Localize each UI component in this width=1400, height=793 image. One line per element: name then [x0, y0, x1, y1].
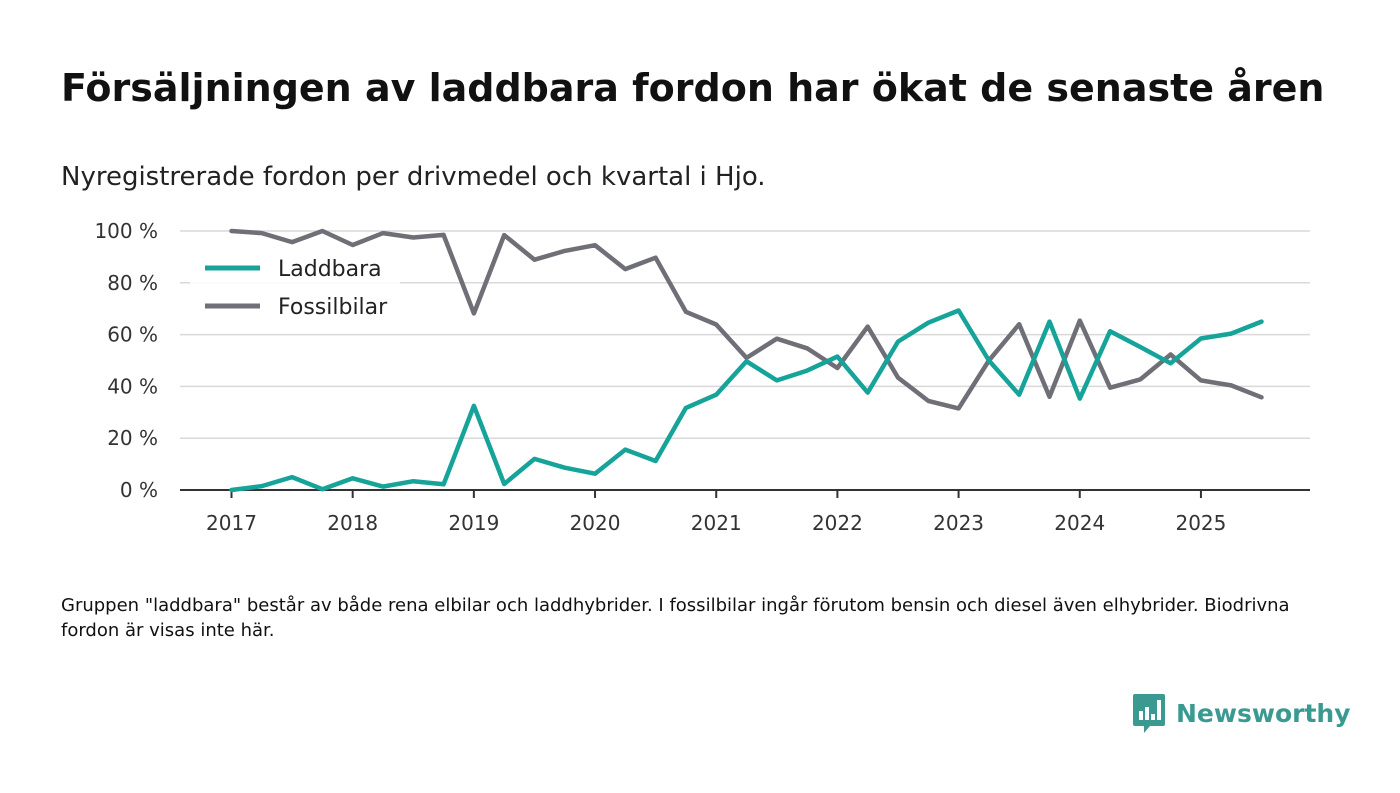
newsworthy-logo-icon — [1133, 694, 1165, 733]
x-tick-label: 2022 — [812, 511, 863, 535]
y-tick-label: 0 % — [120, 478, 158, 502]
footnote: Gruppen "laddbara" består av både rena e… — [61, 595, 1290, 641]
x-axis: 2017 2018 2019 2020 2021 2022 2023 2024 2025 — [180, 489, 1310, 535]
y-tick-label: 40 % — [107, 374, 158, 398]
legend: Laddbara Fossilbilar — [190, 250, 400, 328]
chart-title: Försäljningen av laddbara fordon har öka… — [61, 66, 1325, 110]
y-tick-label: 20 % — [107, 426, 158, 450]
x-tick-label: 2023 — [933, 511, 984, 535]
brand-name: Newsworthy — [1176, 698, 1351, 728]
x-tick-label: 2018 — [327, 511, 378, 535]
legend-label: Laddbara — [278, 257, 382, 282]
x-tick-label: 2025 — [1175, 511, 1226, 535]
y-tick-label: 80 % — [107, 271, 158, 295]
y-axis-ticks: 0 % 20 % 40 % 60 % 80 % 100 % — [94, 219, 158, 502]
x-tick-label: 2019 — [448, 511, 499, 535]
legend-background — [190, 250, 400, 328]
series-line-fossilbilar — [229, 228, 1264, 411]
chart-subtitle: Nyregistrerade fordon per drivmedel och … — [61, 162, 766, 192]
y-tick-label: 100 % — [94, 219, 158, 243]
x-tick-label: 2021 — [691, 511, 742, 535]
x-tick-label: 2024 — [1054, 511, 1105, 535]
brand-logo[interactable]: Newsworthy — [1132, 692, 1351, 734]
x-tick-label: 2020 — [570, 511, 621, 535]
legend-label: Fossilbilar — [278, 295, 388, 320]
series-lines — [229, 228, 1264, 493]
line-chart: 0 % 20 % 40 % 60 % 80 % 100 % 2017 2018 2019 202… — [94, 219, 1310, 535]
y-tick-label: 60 % — [107, 323, 158, 347]
x-tick-label: 2017 — [206, 511, 257, 535]
series-line-laddbara — [229, 308, 1264, 493]
